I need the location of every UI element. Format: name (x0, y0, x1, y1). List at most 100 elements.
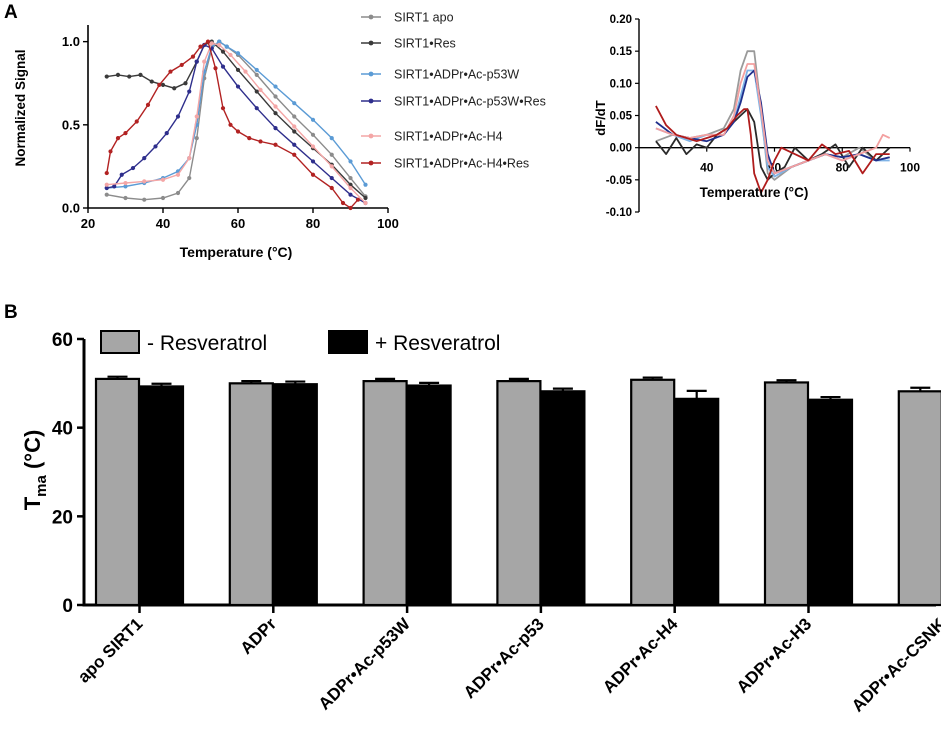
a-left-point (235, 84, 241, 89)
a-left-point (190, 54, 196, 59)
a-left-point (104, 74, 109, 79)
a-left-point (157, 82, 162, 87)
a-left-point (310, 117, 316, 122)
a-left-point (187, 175, 192, 181)
a-left-point (273, 142, 278, 147)
a-left-point (213, 66, 218, 71)
a-left-point (292, 142, 297, 147)
a-left-point (142, 197, 147, 202)
a-right-x-tick-label: 40 (700, 161, 714, 175)
panel-label-a: A (4, 2, 18, 23)
b-bars: apo SIRT1 ADPr ADPr•Ac-p53W ADPr•Ac-p53 ADPr… (74, 375, 941, 716)
a-left-x-tick-label: 100 (377, 216, 399, 231)
a-left-point (112, 184, 117, 189)
a-left-y-tick-label: 0.0 (62, 201, 80, 216)
legend-swatch-marker (368, 160, 374, 166)
a-left-point (273, 94, 278, 99)
legend-swatch-marker (368, 133, 374, 139)
a-left-point (254, 67, 259, 73)
legend-entry-label: SIRT1•ADPr•Ac-p53W (394, 68, 519, 82)
b-x-tick-label: ADPr•Ac-CSNK (848, 614, 941, 716)
a-left-point (198, 44, 203, 49)
a-left-point (205, 39, 211, 44)
b-bar-plus-res (138, 385, 185, 607)
legend-entry-label: SIRT1•Res (394, 37, 456, 51)
a-left-point (149, 79, 154, 84)
a-left-point (202, 59, 207, 64)
b-bar-plus-res (674, 397, 720, 607)
legend-entry-label: SIRT1•ADPr•Ac-H4•Res (394, 157, 529, 171)
a-left-point (194, 59, 199, 64)
a-left-point (172, 86, 177, 91)
a-left-point (273, 104, 278, 109)
a-right-y-tick-label: 0.05 (610, 111, 633, 123)
a-left-x-axis-label: Temperature (°C) (180, 244, 293, 260)
a-left-point (273, 126, 278, 131)
a-left-y-tick-label: 0.5 (62, 117, 80, 132)
a-left-point (108, 149, 113, 154)
a-left-point (115, 136, 121, 141)
a-left-point (130, 165, 136, 171)
b-bar-minus-res (228, 382, 274, 607)
b-x-tick-label: ADPr•Ac-p53W (315, 614, 415, 714)
a-right-y-tick-label: 0.20 (610, 14, 632, 26)
a-right-series-line-4 (655, 63, 891, 175)
a-left-point (355, 197, 361, 202)
a-right-series (655, 50, 891, 194)
a-left-point (273, 84, 278, 89)
a-left-point (142, 179, 147, 184)
panel-b: B 0 20 40 60 apo SIRT1 ADPr ADPr•Ac-p53W ADPr•… (4, 302, 941, 716)
a-left-point (119, 172, 124, 177)
a-left-point (175, 114, 181, 119)
a-left-point (258, 139, 263, 144)
a-left-point (329, 136, 334, 141)
a-right-y-tick-label: -0.05 (606, 175, 633, 187)
a-left-point (235, 67, 241, 73)
a-left-point (160, 195, 166, 201)
legend-entry-label: SIRT1•ADPr•Ac-H4 (394, 130, 503, 144)
a-left-point (217, 42, 222, 48)
a-left-point (292, 101, 297, 106)
a-left-point (123, 180, 128, 186)
a-right-y-tick-label: -0.10 (606, 207, 632, 219)
a-left-point (228, 122, 233, 127)
a-left-point (310, 132, 316, 137)
a-left-point (235, 129, 241, 134)
a-right-series-line-5 (655, 105, 890, 194)
b-y-tick-label: 60 (52, 330, 73, 351)
b-bar-plus-res (540, 390, 586, 607)
a-left-y-tick-label: 1.0 (62, 34, 80, 49)
a-left-point (160, 82, 166, 87)
panel-a-left: A 20 40 60 80 100 0.0 0.5 1.0 Normalized Signal… (4, 2, 546, 260)
a-left-point (340, 200, 346, 206)
a-left-point (254, 72, 259, 78)
b-legend-label: + Resveratrol (375, 332, 500, 355)
a-left-point (292, 129, 297, 134)
b-bar-minus-res (362, 380, 408, 607)
a-left-point (310, 159, 316, 164)
a-left-point (175, 172, 181, 177)
legend-swatch-marker (368, 14, 374, 20)
a-left-point (168, 69, 173, 74)
a-left-point (329, 185, 334, 191)
a-left-point (194, 136, 199, 141)
a-left-point (247, 136, 252, 141)
legend-entry-label: SIRT1•ADPr•Ac-p53W•Res (394, 95, 546, 109)
b-x-tick-label: ADPr•Ac-H3 (733, 614, 815, 696)
a-left-point (329, 152, 334, 157)
a-left-point (348, 159, 353, 164)
a-right-y-tick-label: 0.00 (610, 143, 632, 155)
b-bar-plus-res (272, 383, 318, 607)
a-left-point (254, 89, 259, 94)
legend-swatch-marker (368, 98, 374, 104)
a-left-x-tick-label: 40 (156, 216, 170, 231)
a-left-point (209, 41, 214, 46)
a-right-x-tick-label: 100 (900, 161, 920, 175)
b-x-tick-label: ADPr•Ac-H4 (599, 614, 682, 697)
legend-swatch-marker (368, 40, 374, 46)
a-left-point (183, 81, 188, 86)
a-left-point (179, 62, 184, 68)
a-left-point (104, 185, 109, 191)
a-left-point (145, 102, 151, 107)
a-left-point (273, 111, 278, 116)
